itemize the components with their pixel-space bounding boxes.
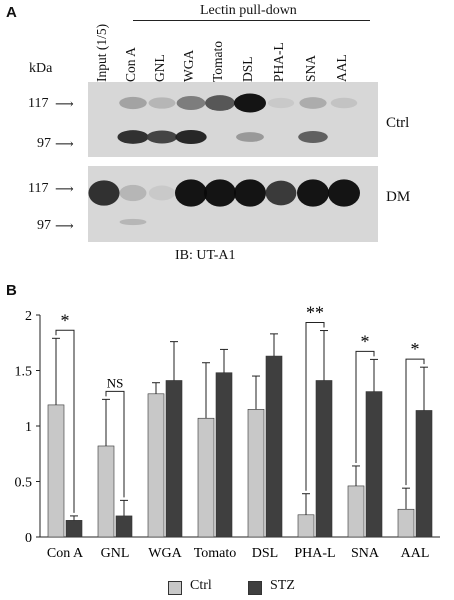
bar-ctrl (197, 417, 215, 538)
arrow-icon: ⟶ (55, 181, 74, 196)
arrow-icon: ⟶ (55, 218, 74, 233)
dm-upper-band (204, 179, 236, 207)
significance-bracket (105, 390, 125, 498)
dm-upper-band (265, 180, 297, 206)
x-tick-label: PHA-L (294, 546, 335, 561)
legend-swatch-stz (248, 581, 262, 595)
bar-ctrl (97, 445, 115, 538)
kda-label: kDa (29, 61, 53, 76)
bar-stz (215, 372, 233, 538)
significance-bracket (405, 358, 425, 486)
ctrl-upper-band (148, 97, 176, 109)
lectin-pulldown-header: Lectin pull-down (200, 3, 297, 18)
dm-upper-band (148, 185, 176, 201)
legend-label-ctrl: Ctrl (190, 578, 212, 593)
dm-upper-band (328, 179, 360, 207)
legend-swatch-ctrl (168, 581, 182, 595)
bar-ctrl (147, 393, 165, 538)
significance-bracket (355, 350, 375, 463)
bar-stz (165, 380, 183, 538)
y-tick-label: 2 (25, 309, 32, 324)
significance-label: ** (306, 303, 324, 323)
ctrl-upper-band (119, 96, 147, 110)
dm-upper-band (88, 180, 120, 206)
significance-label: * (361, 331, 370, 351)
bar-stz (415, 410, 433, 538)
marker-117-ctrl: 117 (28, 96, 49, 111)
significance-bracket (55, 329, 75, 513)
ctrl-lower-band (236, 132, 264, 142)
panel-b-letter: B (6, 282, 17, 299)
dm-lower-band (119, 218, 147, 226)
legend-label-stz: STZ (270, 578, 295, 593)
ib-label: IB: UT-A1 (175, 248, 236, 263)
dm-upper-band (234, 179, 266, 207)
dm-upper-band (175, 179, 207, 207)
ctrl-upper-band (205, 95, 235, 111)
ctrl-upper-band (176, 96, 206, 110)
marker-97-dm: 97 (37, 218, 51, 233)
ctrl-upper-band (267, 97, 295, 109)
significance-bracket (305, 322, 325, 491)
ctrl-upper-band (330, 97, 358, 109)
blot-dm (88, 166, 378, 242)
ctrl-lower-band (298, 131, 328, 143)
x-tick-label: GNL (101, 546, 130, 561)
row-label-dm: DM (386, 189, 411, 205)
ctrl-lower-band (146, 130, 178, 144)
y-tick-label: 1.5 (15, 365, 33, 380)
significance-label: NS (107, 375, 124, 390)
significance-label: * (411, 339, 420, 359)
ctrl-lower-band (117, 130, 149, 144)
x-tick-label: AAL (401, 546, 430, 561)
bar-ctrl (297, 514, 315, 538)
bar-stz (115, 515, 133, 538)
blot-ctrl (88, 82, 378, 157)
bar-ctrl (347, 485, 365, 538)
bar-stz (65, 520, 83, 538)
marker-117-dm: 117 (28, 181, 49, 196)
panel-a-letter: A (6, 4, 17, 21)
y-tick-label: 0 (25, 531, 32, 546)
blot-bands (88, 93, 360, 226)
dm-upper-band (297, 179, 329, 207)
bar-stz (315, 380, 333, 538)
ctrl-upper-band (234, 93, 266, 113)
dm-upper-band (119, 184, 147, 202)
ctrl-lower-band (175, 130, 207, 144)
significance-label: * (61, 310, 70, 330)
x-tick-label: Tomato (194, 546, 237, 561)
bar-stz (265, 355, 283, 538)
y-tick-label: 0.5 (15, 476, 33, 491)
arrow-icon: ⟶ (55, 136, 74, 151)
ctrl-upper-band (299, 97, 327, 109)
bar-ctrl (247, 409, 265, 538)
arrow-icon: ⟶ (55, 96, 74, 111)
x-tick-label: DSL (252, 546, 278, 561)
bar-ctrl (397, 508, 415, 538)
x-tick-label: WGA (148, 546, 182, 561)
x-tick-label: Con A (47, 546, 84, 561)
marker-97-ctrl: 97 (37, 136, 51, 151)
row-label-ctrl: Ctrl (386, 115, 410, 131)
lectin-header-line (133, 20, 370, 21)
y-tick-label: 1 (25, 420, 32, 435)
x-tick-label: SNA (351, 546, 380, 561)
bar-stz (365, 391, 383, 538)
bar-ctrl (47, 404, 65, 538)
